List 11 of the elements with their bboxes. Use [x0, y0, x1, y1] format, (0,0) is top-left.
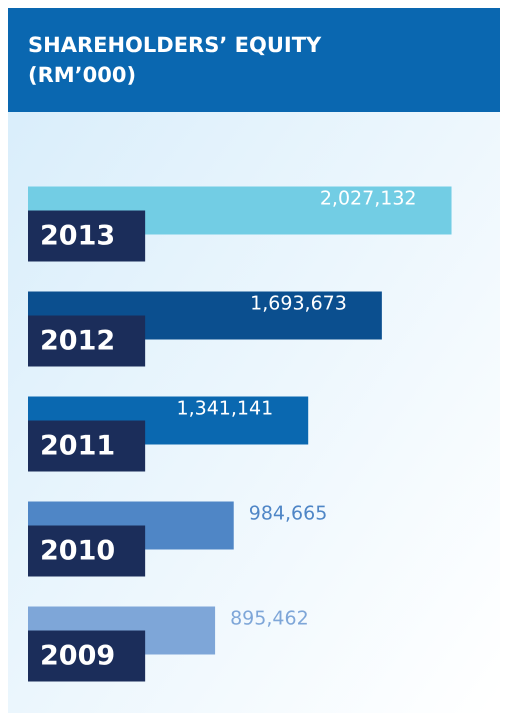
y-tick-label: 2011	[40, 430, 116, 462]
data-label: 1,341,141	[176, 398, 274, 420]
y-tick-label: 2013	[40, 220, 116, 252]
y-tick-label: 2009	[40, 640, 116, 672]
data-label: 1,693,673	[250, 292, 347, 314]
chart-title: SHAREHOLDERS’ EQUITY (RM’000)	[28, 33, 322, 87]
data-label: 895,462	[230, 608, 309, 630]
y-tick-label: 2010	[40, 536, 116, 566]
data-label: 2,027,132	[320, 188, 417, 210]
data-label: 984,665	[248, 502, 328, 524]
y-tick-label: 2012	[40, 326, 116, 356]
